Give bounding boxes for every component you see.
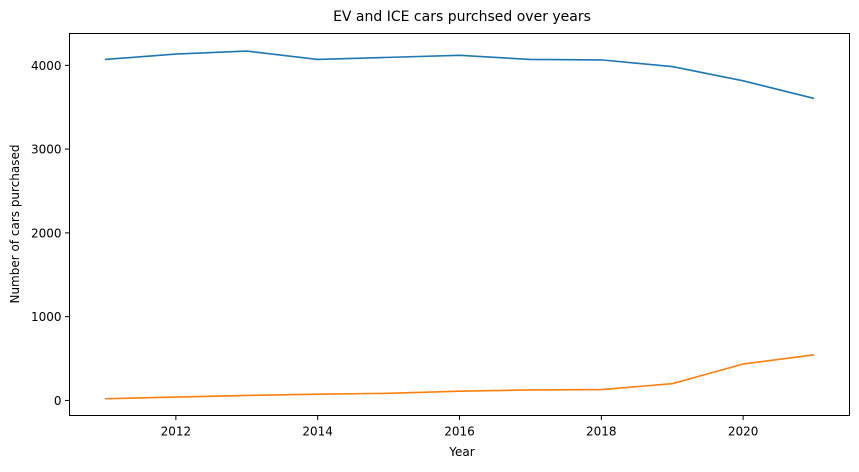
x-axis: 2012 2014 2016 2018 2020 <box>161 415 759 439</box>
chart-title: EV and ICE cars purchsed over years <box>333 9 591 25</box>
x-axis-label: Year <box>448 445 474 459</box>
series-line-1 <box>104 50 815 100</box>
y-tick-label: 3000 <box>31 143 62 157</box>
y-tick-label: 2000 <box>31 226 62 240</box>
x-tick-label: 2018 <box>586 425 617 439</box>
y-tick-label: 0 <box>54 394 62 408</box>
y-axis: 0 1000 2000 3000 4000 <box>31 59 70 408</box>
series-line-2 <box>104 353 815 400</box>
x-tick-label: 2020 <box>728 425 759 439</box>
x-tick-label: 2012 <box>161 425 192 439</box>
plot-area <box>69 33 850 416</box>
x-tick-label: 2016 <box>444 425 475 439</box>
y-tick-label: 1000 <box>31 310 62 324</box>
x-tick-label: 2014 <box>302 425 333 439</box>
y-tick-label: 4000 <box>31 59 62 73</box>
series-layer <box>104 50 815 400</box>
y-axis-label: Number of cars purchased <box>8 144 22 303</box>
